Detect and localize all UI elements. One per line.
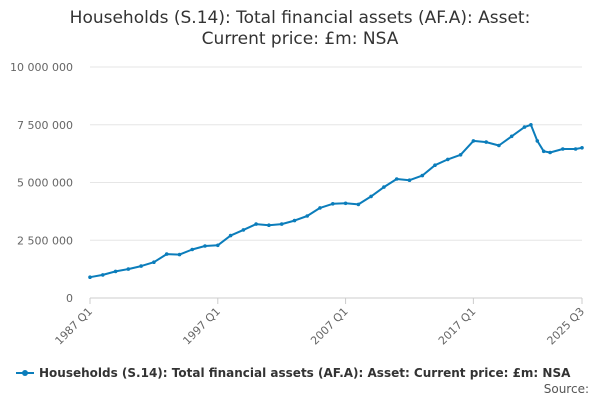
data-point[interactable] — [522, 125, 527, 129]
data-point[interactable] — [203, 244, 207, 248]
series-group — [88, 123, 584, 280]
data-point[interactable] — [548, 150, 552, 155]
data-point[interactable] — [369, 194, 373, 199]
data-point[interactable] — [382, 185, 386, 189]
y-tick-label: 5 000 000 — [17, 177, 73, 190]
x-tick-label: 2025 Q3 — [545, 305, 588, 348]
data-point[interactable] — [580, 146, 584, 150]
data-point[interactable] — [561, 147, 565, 151]
data-point[interactable] — [88, 275, 92, 280]
data-point[interactable] — [241, 228, 246, 232]
data-point[interactable] — [446, 157, 450, 162]
chart-title: Households (S.14): Total financial asset… — [0, 8, 600, 50]
x-tick-label: 1997 Q1 — [180, 305, 223, 348]
data-point[interactable] — [139, 264, 143, 268]
y-tick-label: 10 000 000 — [10, 61, 73, 74]
data-point[interactable] — [101, 273, 105, 277]
data-point[interactable] — [318, 206, 322, 210]
data-point[interactable] — [420, 173, 425, 178]
legend[interactable]: Households (S.14): Total financial asset… — [16, 366, 570, 380]
y-tick-label: 0 — [66, 292, 73, 305]
data-point[interactable] — [305, 214, 310, 218]
x-axis: 1987 Q1 1997 Q1 2007 Q1 2017 Q1 2025 Q3 — [53, 297, 588, 348]
data-point[interactable] — [356, 202, 361, 207]
y-axis: 0 2 500 000 5 000 000 7 500 000 10 000 000 — [10, 61, 73, 305]
data-point[interactable] — [126, 267, 131, 271]
data-point[interactable] — [394, 177, 399, 181]
data-point[interactable] — [573, 147, 578, 151]
data-point[interactable] — [177, 252, 182, 257]
x-tick-label: 2017 Q1 — [436, 305, 479, 348]
data-point[interactable] — [407, 178, 412, 182]
data-point[interactable] — [433, 163, 437, 167]
legend-swatch-icon — [16, 368, 34, 378]
data-point[interactable] — [458, 153, 463, 157]
chart-title-line-1: Households (S.14): Total financial asset… — [69, 8, 531, 28]
data-point[interactable] — [509, 134, 514, 139]
data-point[interactable] — [164, 252, 169, 256]
data-point[interactable] — [228, 233, 233, 238]
data-point[interactable] — [190, 247, 194, 252]
legend-label: Households (S.14): Total financial asset… — [39, 366, 571, 380]
source-label: Source: — [543, 382, 589, 396]
data-point[interactable] — [113, 269, 118, 274]
data-point[interactable] — [343, 201, 348, 206]
data-point[interactable] — [279, 222, 284, 226]
data-point[interactable] — [497, 143, 501, 148]
y-tick-label: 2 500 000 — [17, 234, 73, 247]
data-point[interactable] — [267, 223, 271, 227]
grid-lines — [90, 66, 582, 241]
data-point[interactable] — [541, 149, 546, 154]
data-point[interactable] — [331, 202, 335, 206]
data-point[interactable] — [529, 123, 533, 127]
series-line — [89, 123, 583, 279]
data-point[interactable] — [484, 140, 489, 144]
data-point[interactable] — [216, 243, 220, 248]
data-point[interactable] — [292, 218, 297, 223]
data-point[interactable] — [471, 139, 476, 143]
x-tick-label: 2007 Q1 — [308, 305, 351, 348]
y-tick-label: 7 500 000 — [17, 119, 73, 132]
chart-title-line-2: Current price: £m: NSA — [201, 29, 399, 49]
data-point[interactable] — [535, 139, 540, 143]
x-tick-label: 1987 Q1 — [53, 305, 96, 348]
data-point[interactable] — [152, 260, 156, 265]
data-point[interactable] — [254, 222, 258, 226]
